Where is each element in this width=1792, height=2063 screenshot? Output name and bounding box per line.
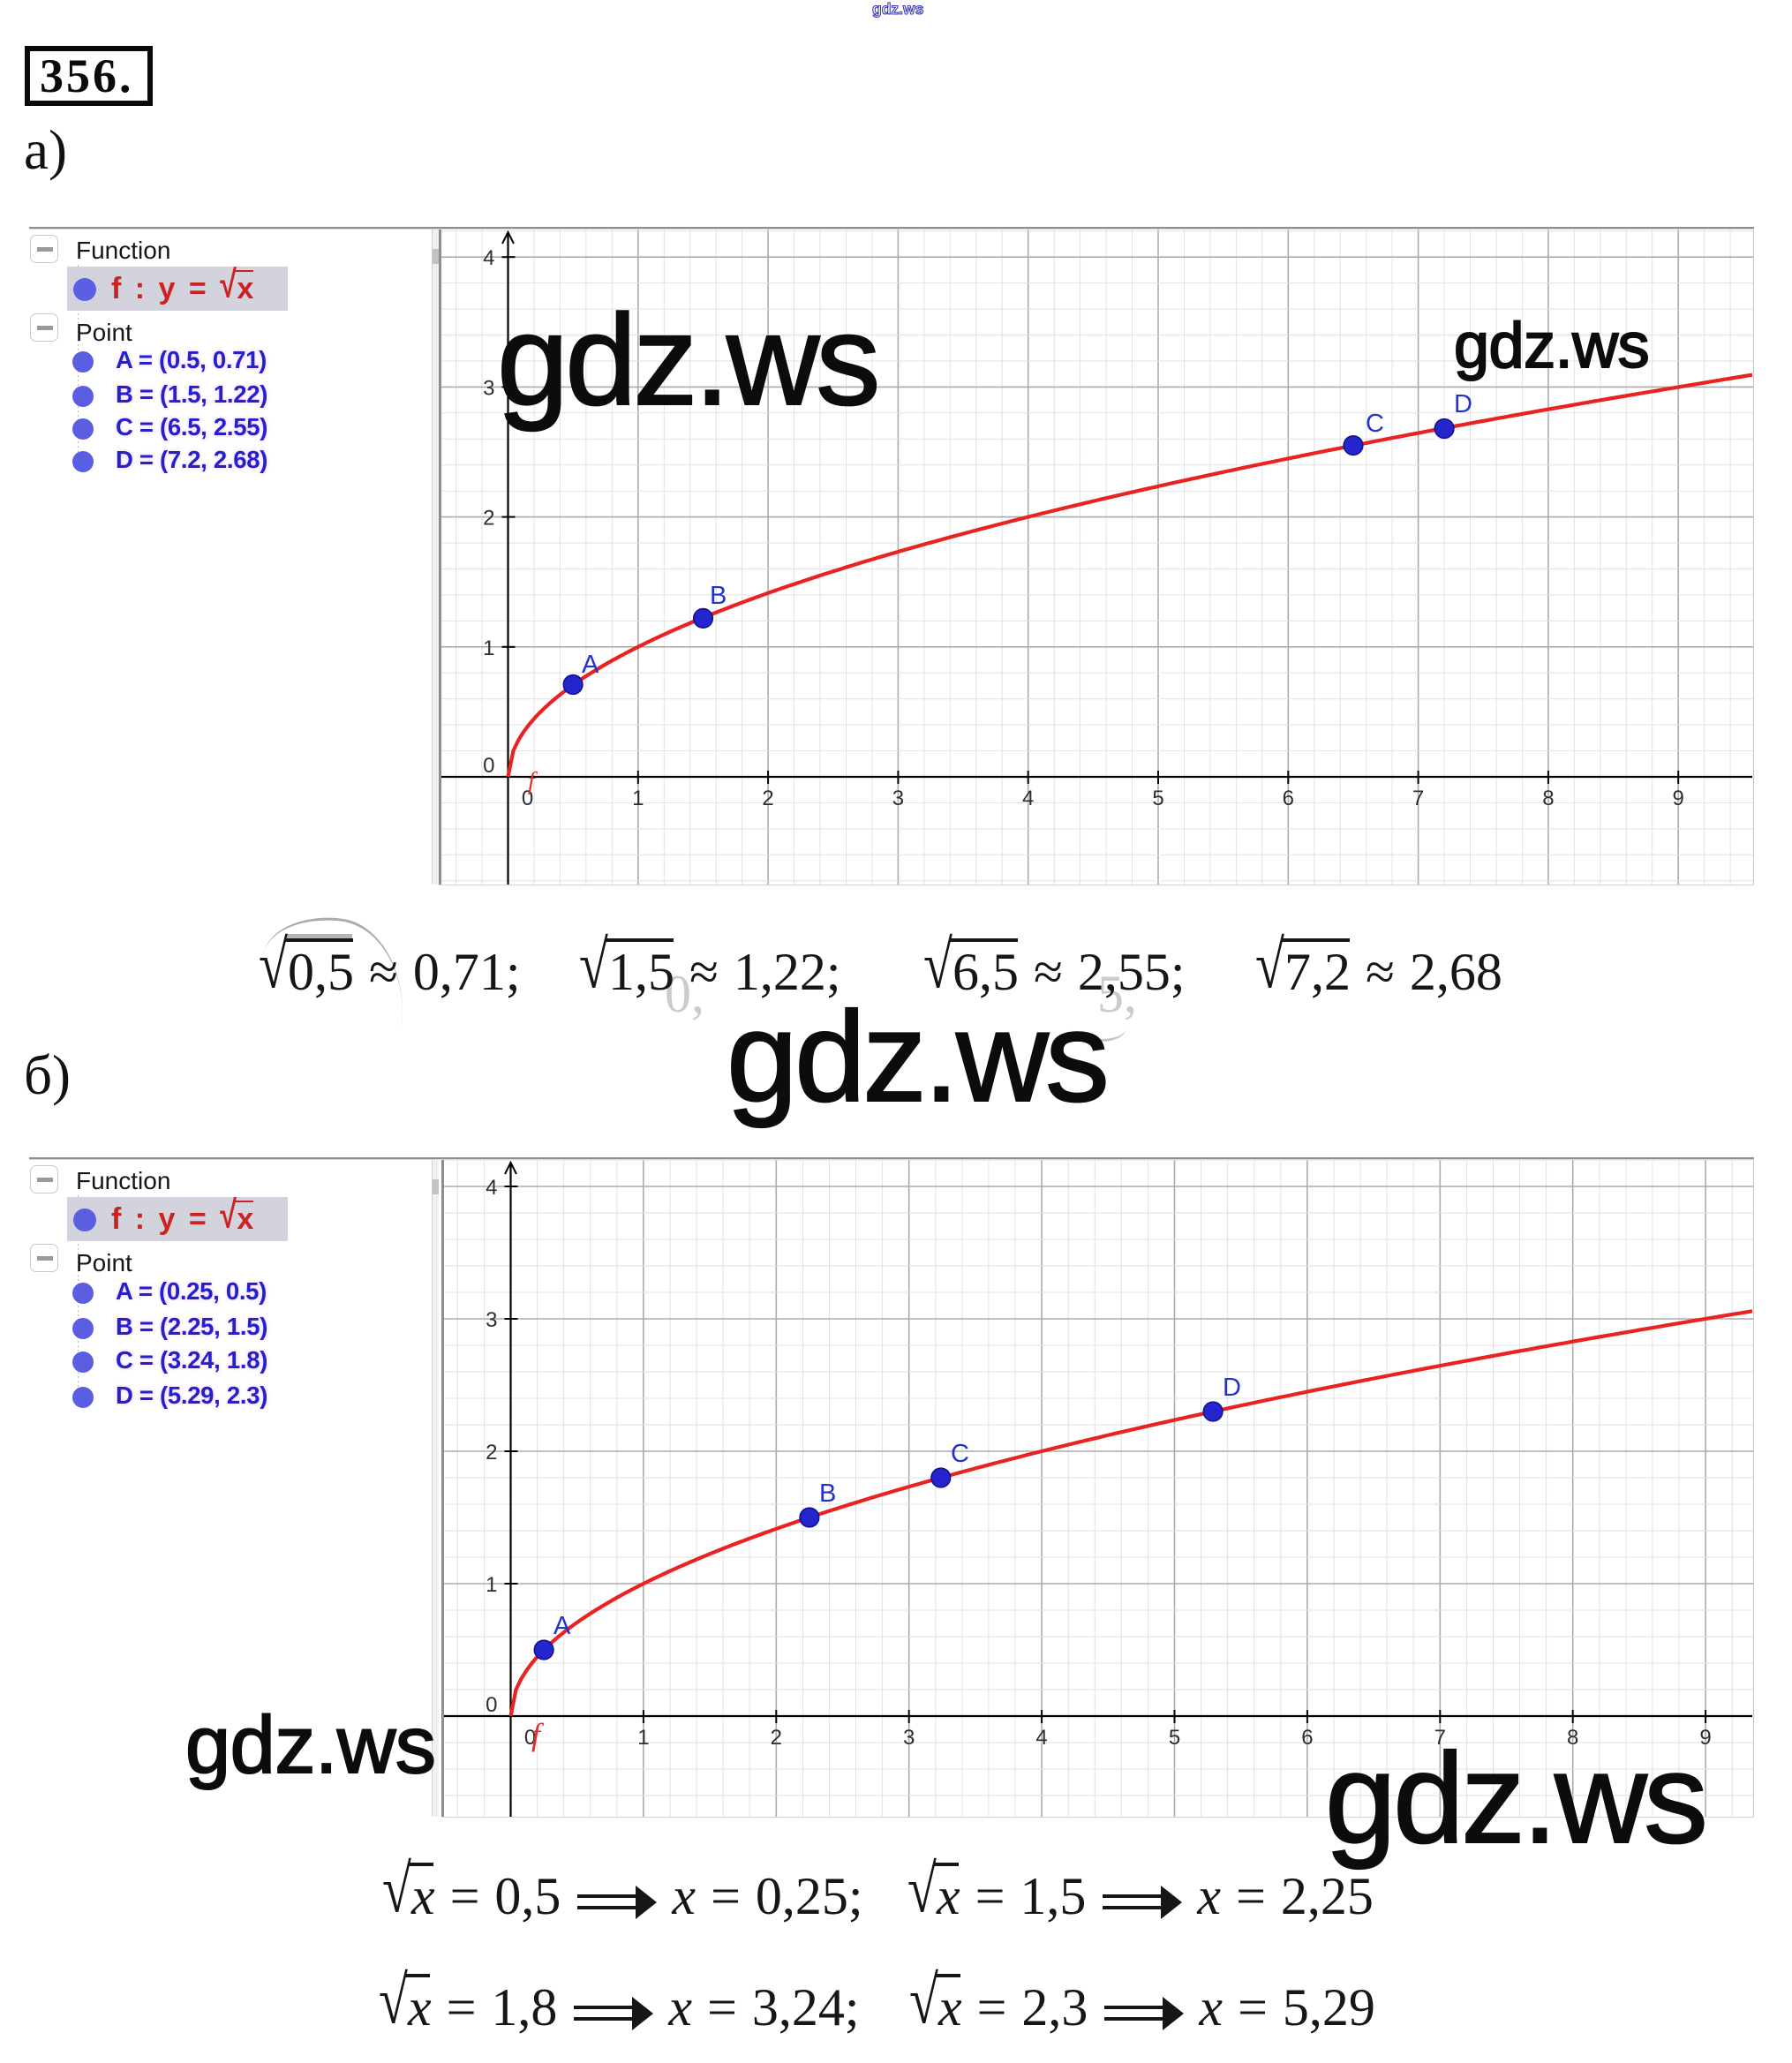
svg-text:1: 1 bbox=[486, 1573, 497, 1597]
svg-text:D: D bbox=[1454, 390, 1472, 418]
svg-text:3: 3 bbox=[483, 376, 494, 400]
svg-text:2: 2 bbox=[771, 1726, 782, 1750]
svg-text:f: f bbox=[531, 1717, 545, 1752]
svg-text:B: B bbox=[710, 582, 727, 610]
svg-text:1: 1 bbox=[637, 1726, 649, 1750]
svg-text:6: 6 bbox=[1283, 787, 1294, 810]
svg-text:0: 0 bbox=[524, 1726, 536, 1750]
svg-text:3: 3 bbox=[892, 787, 904, 810]
svg-text:A: A bbox=[553, 1612, 571, 1640]
svg-text:6: 6 bbox=[1301, 1726, 1313, 1750]
svg-text:0: 0 bbox=[486, 1693, 497, 1717]
svg-text:2: 2 bbox=[486, 1441, 497, 1464]
svg-text:4: 4 bbox=[1022, 787, 1034, 810]
svg-text:4: 4 bbox=[486, 1176, 497, 1200]
svg-text:5: 5 bbox=[1152, 787, 1163, 810]
svg-text:5: 5 bbox=[1169, 1726, 1180, 1750]
svg-text:8: 8 bbox=[1542, 787, 1554, 810]
svg-text:9: 9 bbox=[1673, 787, 1684, 810]
svg-text:4: 4 bbox=[1035, 1726, 1047, 1750]
svg-text:C: C bbox=[951, 1440, 969, 1468]
svg-text:1: 1 bbox=[483, 636, 494, 660]
svg-text:f: f bbox=[528, 768, 538, 795]
svg-text:0: 0 bbox=[483, 754, 494, 778]
svg-text:3: 3 bbox=[903, 1726, 915, 1750]
svg-text:7: 7 bbox=[1434, 1726, 1446, 1750]
svg-text:1: 1 bbox=[632, 787, 644, 810]
svg-text:8: 8 bbox=[1567, 1726, 1578, 1750]
svg-text:2: 2 bbox=[483, 507, 494, 531]
svg-text:9: 9 bbox=[1699, 1726, 1711, 1750]
svg-text:0: 0 bbox=[522, 787, 533, 810]
svg-text:7: 7 bbox=[1412, 787, 1424, 810]
svg-text:4: 4 bbox=[483, 246, 494, 270]
svg-text:C: C bbox=[1366, 410, 1384, 438]
svg-text:B: B bbox=[819, 1479, 836, 1508]
svg-text:D: D bbox=[1223, 1374, 1241, 1402]
svg-text:3: 3 bbox=[486, 1308, 497, 1332]
svg-text:2: 2 bbox=[762, 787, 773, 810]
svg-text:A: A bbox=[582, 651, 599, 679]
